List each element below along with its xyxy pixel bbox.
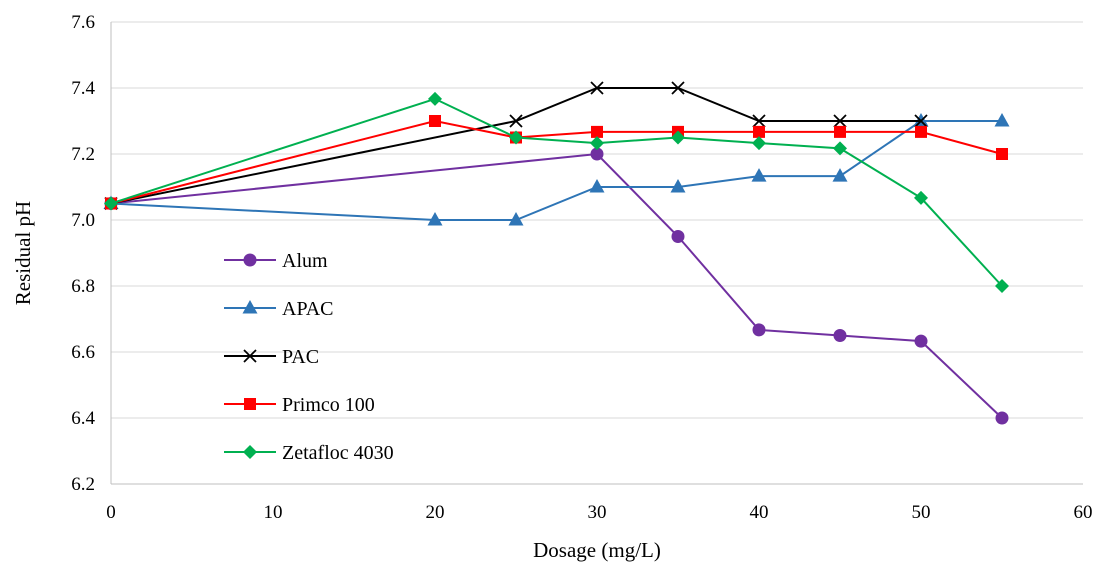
data-point-zetafloc-4030 xyxy=(914,190,928,205)
data-point-alum xyxy=(914,334,928,348)
y-axis-title: Residual pH xyxy=(11,201,35,305)
legend-marker-zetafloc-4030 xyxy=(243,445,257,459)
legend-label: PAC xyxy=(282,346,319,368)
legend: Alum APAC PAC Primco 100 Zetafloc 4030 xyxy=(224,250,394,464)
x-tick-label: 40 xyxy=(750,502,769,523)
data-point-apac xyxy=(670,179,686,193)
x-tick-label: 30 xyxy=(588,502,607,523)
legend-label: Alum xyxy=(282,250,328,272)
data-point-pac xyxy=(590,81,604,95)
data-point-zetafloc-4030 xyxy=(104,196,118,211)
data-point-pac xyxy=(752,114,766,128)
series-line-primco-100 xyxy=(110,119,1003,205)
data-point-alum xyxy=(752,323,766,337)
data-point-zetafloc-4030 xyxy=(509,130,523,145)
data-point-apac xyxy=(589,179,605,193)
data-point-primco-100 xyxy=(753,125,765,138)
data-point-zetafloc-4030 xyxy=(671,130,685,145)
legend-item-apac: APAC xyxy=(224,298,334,320)
data-point-zetafloc-4030 xyxy=(590,136,604,151)
legend-marker-apac xyxy=(242,300,258,314)
data-point-alum xyxy=(671,230,685,243)
legend-label: Primco 100 xyxy=(282,394,375,416)
data-point-primco-100 xyxy=(996,148,1008,160)
data-point-alum xyxy=(590,147,604,161)
gridlines xyxy=(111,21,1083,419)
legend-item-alum: Alum xyxy=(224,250,328,272)
data-point-primco-100 xyxy=(834,125,846,138)
data-point-zetafloc-4030 xyxy=(995,279,1009,293)
y-tick-label: 7.6 xyxy=(71,12,95,33)
legend-label: APAC xyxy=(282,298,334,320)
data-point-zetafloc-4030 xyxy=(428,91,442,106)
y-tick-label: 6.4 xyxy=(71,408,95,429)
data-point-pac xyxy=(914,114,928,128)
data-point-zetafloc-4030 xyxy=(752,136,766,151)
legend-marker-primco-100 xyxy=(244,398,256,410)
y-tick-label: 7.0 xyxy=(71,210,95,231)
y-tick-labels: 6.2 6.4 6.6 6.8 7.0 7.2 7.4 7.6 xyxy=(71,12,95,495)
data-point-apac xyxy=(427,212,443,226)
data-point-pac xyxy=(671,81,685,95)
y-tick-label: 6.8 xyxy=(71,276,95,297)
y-tick-label: 7.2 xyxy=(71,144,95,165)
x-tick-label: 20 xyxy=(426,502,445,523)
data-point-primco-100 xyxy=(591,125,603,138)
data-point-alum xyxy=(995,411,1009,425)
data-point-zetafloc-4030 xyxy=(833,141,847,156)
x-axis-title: Dosage (mg/L) xyxy=(533,538,661,562)
data-point-pac xyxy=(833,114,847,128)
legend-item-primco-100: Primco 100 xyxy=(224,394,375,416)
data-point-apac xyxy=(508,212,524,226)
legend-marker-pac xyxy=(243,349,257,363)
y-tick-label: 7.4 xyxy=(71,78,95,99)
y-tick-label: 6.2 xyxy=(71,474,95,495)
x-tick-label: 0 xyxy=(106,502,116,523)
axes xyxy=(110,22,1083,485)
data-point-alum xyxy=(833,329,847,342)
series-lines xyxy=(103,81,1010,425)
legend-item-zetafloc-4030: Zetafloc 4030 xyxy=(224,442,394,464)
data-point-apac xyxy=(832,168,848,182)
series-zetafloc-4030 xyxy=(104,91,1009,293)
legend-label: Zetafloc 4030 xyxy=(282,442,394,464)
data-point-pac xyxy=(509,114,523,128)
x-tick-labels: 0 10 20 30 40 50 60 xyxy=(106,502,1092,523)
data-point-apac xyxy=(994,113,1010,127)
data-point-primco-100 xyxy=(915,125,927,138)
x-tick-label: 50 xyxy=(912,502,931,523)
x-tick-label: 10 xyxy=(264,502,283,523)
legend-item-pac: PAC xyxy=(224,346,319,368)
legend-marker-alum xyxy=(243,253,257,267)
data-point-primco-100 xyxy=(429,115,441,127)
x-tick-label: 60 xyxy=(1074,502,1093,523)
data-point-apac xyxy=(751,168,767,182)
y-tick-label: 6.6 xyxy=(71,342,95,363)
